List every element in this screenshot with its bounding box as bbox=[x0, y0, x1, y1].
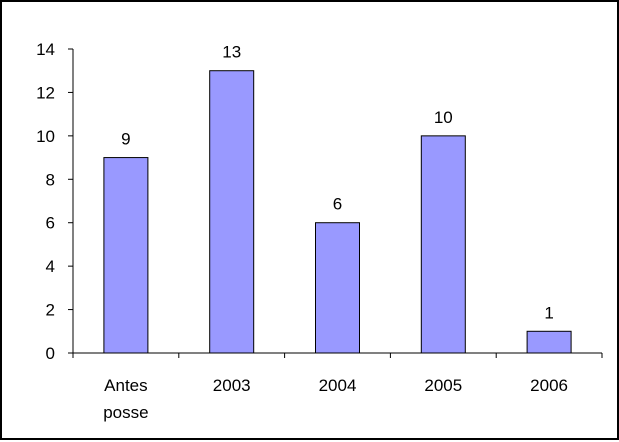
y-tick-label: 14 bbox=[36, 40, 55, 59]
bar bbox=[209, 70, 255, 354]
x-axis: Antes posse 2003 2004 2005 2006 bbox=[72, 352, 603, 422]
x-tick-label: 2003 bbox=[213, 376, 251, 395]
x-tick-label: Antes posse bbox=[103, 376, 148, 422]
y-axis: 0 2 4 6 8 10 12 14 bbox=[36, 40, 74, 363]
bar bbox=[315, 222, 360, 354]
bars-group bbox=[103, 70, 572, 354]
y-tick-label: 12 bbox=[36, 83, 55, 102]
bar bbox=[103, 157, 149, 354]
y-tick-label: 0 bbox=[46, 344, 55, 363]
data-label: 10 bbox=[434, 108, 453, 127]
y-tick-label: 8 bbox=[46, 170, 55, 189]
bar bbox=[526, 330, 572, 354]
data-label: 9 bbox=[121, 130, 130, 149]
x-tick-label: 2005 bbox=[424, 376, 462, 395]
y-tick-label: 2 bbox=[46, 301, 55, 320]
data-labels-group: 9 13 6 10 1 bbox=[121, 43, 554, 323]
data-label: 1 bbox=[544, 303, 553, 322]
y-tick-label: 10 bbox=[36, 127, 55, 146]
bar bbox=[420, 135, 466, 354]
data-label: 6 bbox=[333, 195, 342, 214]
x-tick-label: 2004 bbox=[319, 376, 357, 395]
y-tick-label: 6 bbox=[46, 214, 55, 233]
y-tick-label: 4 bbox=[46, 257, 55, 276]
x-tick-label: 2006 bbox=[530, 376, 568, 395]
data-label: 13 bbox=[222, 43, 241, 62]
